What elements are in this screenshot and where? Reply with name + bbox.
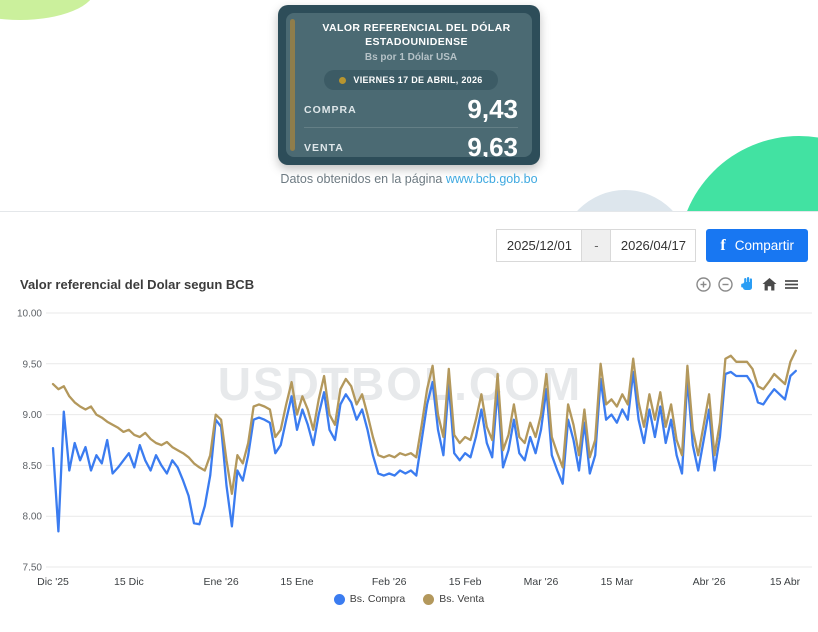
venta-label: VENTA	[304, 141, 344, 154]
y-tick-label: 8.00	[23, 512, 43, 523]
venta-row: VENTA 9,63	[304, 128, 518, 157]
date-range-separator: -	[582, 229, 611, 262]
chart-toolbar	[695, 276, 800, 293]
source-caption: Datos obtenidos en la página www.bcb.gob…	[0, 172, 818, 186]
venta-value: 9,63	[467, 132, 518, 157]
x-tick-label: 15 Dic	[114, 576, 144, 588]
dollar-reference-card: VALOR REFERENCIAL DEL DÓLAR ESTADOUNIDEN…	[278, 5, 540, 165]
compra-row: COMPRA 9,43	[304, 90, 518, 129]
x-tick-label: Abr '26	[693, 576, 726, 588]
y-tick-label: 10.00	[17, 309, 42, 320]
pan-hand-icon[interactable]	[739, 276, 756, 293]
x-tick-label: Feb '26	[372, 576, 407, 588]
series-line-bs-compra	[51, 369, 797, 533]
card-title: VALOR REFERENCIAL DEL DÓLAR ESTADOUNIDEN…	[322, 22, 511, 49]
line-chart[interactable]: 7.50 8.00 8.50 9.00 9.50 10.00 USDTBOL.COM Dic …	[0, 297, 818, 597]
lime-arc-decoration	[0, 0, 95, 20]
chart-header: Valor referencial del Dolar segun BCB	[20, 276, 800, 293]
dollar-reference-card-inner: VALOR REFERENCIAL DEL DÓLAR ESTADOUNIDEN…	[286, 13, 532, 157]
controls-row: 2025/12/01 - 2026/04/17 f Compartir	[0, 229, 808, 262]
x-tick-label: 15 Abr	[770, 576, 801, 588]
compra-label: COMPRA	[304, 103, 357, 116]
zoom-in-icon[interactable]	[695, 276, 712, 293]
watermark: USDTBOL.COM	[218, 358, 582, 410]
x-tick-label: 15 Ene	[280, 576, 313, 588]
date-pill: VIERNES 17 DE ABRIL, 2026	[324, 70, 498, 91]
calendar-dot-icon	[339, 76, 347, 84]
date-range-picker: 2025/12/01 - 2026/04/17	[496, 229, 697, 262]
venta-legend-dot-icon	[423, 593, 435, 605]
gray-circle-decoration	[560, 190, 690, 211]
share-button-label: Compartir	[734, 238, 794, 253]
series-line-bs-venta	[51, 349, 797, 495]
chart-legend: Bs. Compra Bs. Venta	[0, 593, 818, 605]
bcb-link[interactable]: www.bcb.gob.bo	[445, 172, 538, 186]
card-subtitle: Bs por 1 Dólar USA	[364, 52, 458, 64]
compra-legend-dot-icon	[333, 593, 345, 605]
chart-title: Valor referencial del Dolar segun BCB	[20, 277, 255, 292]
compra-value: 9,43	[467, 94, 518, 125]
date-from-input[interactable]: 2025/12/01	[496, 229, 583, 262]
date-pill-label: VIERNES 17 DE ABRIL, 2026	[353, 75, 483, 86]
legend-compra-label: Bs. Compra	[349, 593, 406, 605]
y-tick-label: 9.50	[23, 359, 43, 370]
legend-venta-label: Bs. Venta	[439, 593, 485, 605]
source-caption-text: Datos obtenidos en la página	[280, 172, 443, 186]
date-to-input[interactable]: 2026/04/17	[610, 229, 697, 262]
x-tick-label: Dic '25	[37, 576, 69, 588]
menu-icon[interactable]	[783, 276, 800, 293]
gold-accent-bar	[290, 19, 295, 151]
hero-section: VALOR REFERENCIAL DEL DÓLAR ESTADOUNIDEN…	[0, 0, 818, 212]
y-tick-label: 8.50	[23, 461, 43, 472]
x-tick-label: Ene '26	[203, 576, 238, 588]
x-tick-label: 15 Feb	[449, 576, 482, 588]
zoom-out-icon[interactable]	[717, 276, 734, 293]
legend-item-venta[interactable]: Bs. Venta	[423, 593, 484, 605]
x-tick-label: 15 Mar	[601, 576, 634, 588]
y-tick-label: 9.00	[23, 410, 43, 421]
facebook-share-button[interactable]: f Compartir	[706, 229, 808, 262]
x-tick-label: Mar '26	[524, 576, 559, 588]
y-tick-label: 7.50	[23, 563, 43, 574]
home-icon[interactable]	[761, 276, 778, 293]
facebook-icon: f	[720, 236, 726, 254]
legend-item-compra[interactable]: Bs. Compra	[333, 593, 406, 605]
